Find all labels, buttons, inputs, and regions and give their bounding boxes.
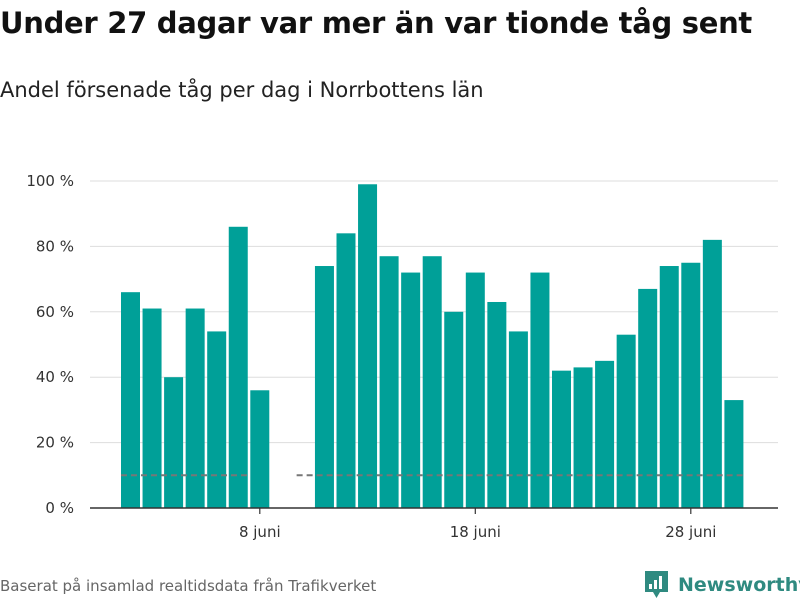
bar (444, 311, 464, 508)
bar (379, 256, 399, 508)
bar (228, 226, 248, 508)
chart-title: Under 27 dagar var mer än var tionde tåg… (0, 6, 752, 40)
brand-logo[interactable]: Newsworthy (643, 569, 800, 600)
bar (465, 272, 485, 508)
x-tick-label: 28 juni (665, 523, 716, 541)
bar (724, 400, 744, 508)
brand-name: Newsworthy (678, 573, 800, 596)
bar (336, 233, 356, 508)
bar (358, 184, 378, 508)
bar (422, 256, 442, 508)
y-tick-label: 40 % (36, 368, 74, 386)
bar (401, 272, 421, 508)
chart-subtitle: Andel försenade tåg per dag i Norrbotten… (0, 78, 484, 102)
bar (121, 292, 140, 508)
bar (552, 370, 571, 508)
y-tick-label: 20 % (36, 434, 74, 452)
source-footer: Baserat på insamlad realtidsdata från Tr… (0, 577, 377, 595)
bar (616, 334, 636, 508)
y-tick-label: 80 % (36, 237, 74, 255)
y-tick-label: 100 % (26, 172, 74, 190)
y-tick-label: 0 % (45, 499, 74, 517)
newsworthy-logo-icon (645, 571, 668, 598)
bar (573, 367, 593, 508)
bar (530, 272, 550, 508)
y-tick-label: 60 % (36, 303, 74, 321)
x-tick-label: 8 juni (239, 523, 281, 541)
bar (681, 262, 701, 508)
bar-chart: 0 % 20 % 40 % 60 % 80 % 100 % 8 juni 18 juni 28 … (26, 172, 778, 541)
bar (142, 308, 162, 508)
bar (164, 377, 184, 508)
bar (702, 239, 722, 509)
bar (659, 266, 679, 508)
x-tick-label: 18 juni (450, 523, 501, 541)
bar (314, 266, 334, 508)
bar (185, 308, 205, 508)
bar (487, 301, 507, 508)
bar (250, 390, 270, 508)
bar (508, 331, 528, 508)
bar (207, 331, 227, 508)
bar (638, 288, 658, 508)
bar (595, 360, 615, 508)
